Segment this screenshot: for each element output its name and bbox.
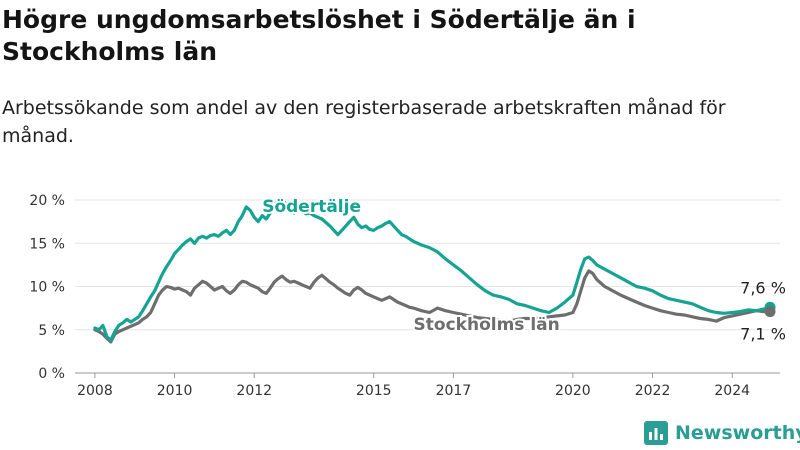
series-labels: Södertälje Stockholms län 7,6 % 7,1 % [260, 195, 786, 344]
y-tick-label: 10 % [29, 280, 65, 296]
x-axis: 2008 2010 2012 2015 2017 2020 2022 2024 [77, 373, 750, 399]
x-tick-label: 2010 [157, 383, 193, 399]
series-label-stockholms-lan: Stockholms län [414, 315, 560, 335]
end-value-label-stockholms-lan: 7,1 % [740, 325, 786, 344]
x-tick-label: 2015 [356, 383, 392, 399]
end-value-label-sodertalje: 7,6 % [740, 278, 786, 297]
x-tick-label: 2012 [236, 383, 272, 399]
x-tick-label: 2017 [436, 383, 472, 399]
x-tick-label: 2022 [635, 383, 671, 399]
y-tick-label: 0 % [38, 366, 65, 382]
brand-name: Newsworthy [675, 422, 800, 444]
x-tick-label: 2008 [77, 383, 113, 399]
x-tick-label: 2024 [714, 383, 750, 399]
series-label-sodertalje: Södertälje [262, 197, 361, 217]
y-tick-label: 5 % [38, 323, 65, 339]
line-chart: 0 %5 %10 %15 %20 % 2008 2010 2012 2015 2017 2… [29, 193, 786, 399]
newsworthy-logo[interactable]: Newsworthy [644, 419, 800, 447]
series-line-stockholms-lan [93, 269, 772, 344]
series-line-sodertalje [93, 198, 772, 342]
grid-lines [75, 199, 780, 374]
x-tick-label: 2020 [555, 383, 591, 399]
y-tick-label: 15 % [29, 236, 65, 252]
y-tick-label: 20 % [29, 193, 65, 209]
newsworthy-bar-chart-icon [644, 421, 668, 445]
series-lines [93, 198, 776, 344]
chart-title: Högre ungdomsarbetslöshet i Södertälje ä… [2, 5, 636, 66]
chart-subtitle: Arbetssökande som andel av den registerb… [2, 97, 726, 147]
y-axis: 0 % 5 % 10 % 15 % 20 % [29, 193, 65, 382]
series-end-dot-stockholms-lan [764, 306, 776, 318]
